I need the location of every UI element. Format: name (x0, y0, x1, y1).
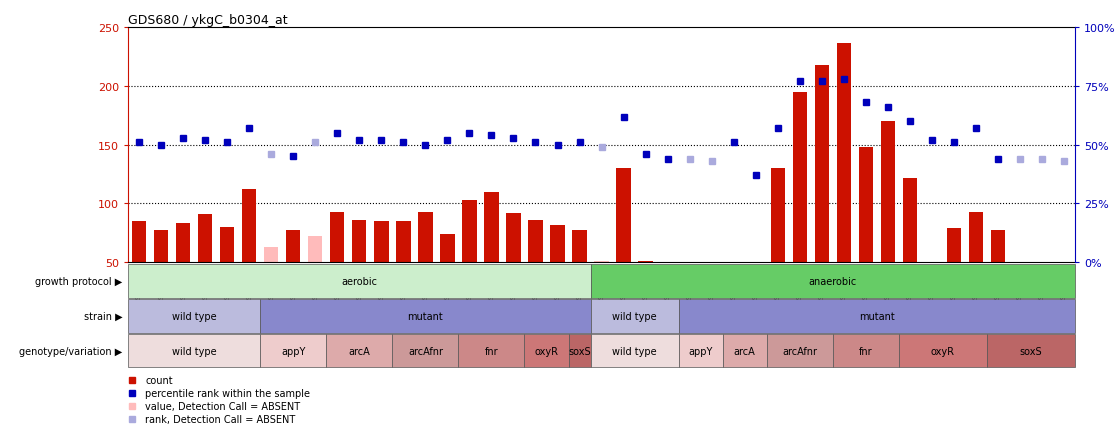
Bar (947, 229, 961, 263)
Text: aerobic: aerobic (341, 276, 378, 286)
Bar (485, 192, 499, 263)
Bar (573, 231, 587, 263)
Text: mutant: mutant (859, 311, 895, 321)
Bar (221, 227, 234, 263)
Bar (397, 221, 411, 263)
Bar (507, 214, 520, 263)
Bar (198, 214, 213, 263)
Bar (590, 334, 678, 368)
Bar (814, 66, 829, 263)
Bar (859, 148, 873, 263)
Bar (286, 231, 301, 263)
Text: arcAfnr: arcAfnr (782, 346, 818, 356)
Bar (264, 247, 278, 263)
Text: wild type: wild type (613, 311, 657, 321)
Bar (528, 220, 543, 263)
Text: fnr: fnr (859, 346, 872, 356)
Bar (242, 190, 256, 263)
Text: rank, Detection Call = ABSENT: rank, Detection Call = ABSENT (145, 414, 295, 424)
Bar (837, 43, 851, 263)
Text: GDS680 / ykgC_b0304_at: GDS680 / ykgC_b0304_at (128, 14, 287, 27)
Bar (678, 299, 1075, 333)
Text: oxyR: oxyR (931, 346, 955, 356)
Bar (392, 334, 459, 368)
Bar (261, 299, 590, 333)
Text: count: count (145, 375, 173, 385)
Bar (326, 334, 392, 368)
Bar (969, 212, 983, 263)
Bar (459, 334, 525, 368)
Bar (881, 122, 895, 263)
Bar (616, 169, 631, 263)
Text: value, Detection Call = ABSENT: value, Detection Call = ABSENT (145, 401, 301, 411)
Text: strain ▶: strain ▶ (84, 311, 123, 321)
Bar (462, 201, 477, 263)
Bar (590, 265, 1075, 298)
Bar (131, 221, 146, 263)
Bar (550, 225, 565, 263)
Bar (154, 231, 168, 263)
Text: arcA: arcA (734, 346, 755, 356)
Text: wild type: wild type (172, 311, 216, 321)
Text: genotype/variation ▶: genotype/variation ▶ (19, 346, 123, 356)
Bar (352, 220, 367, 263)
Text: fnr: fnr (485, 346, 498, 356)
Text: appY: appY (688, 346, 713, 356)
Text: anaerobic: anaerobic (809, 276, 857, 286)
Text: arcA: arcA (349, 346, 370, 356)
Bar (595, 261, 608, 263)
Text: appY: appY (281, 346, 305, 356)
Text: soxS: soxS (568, 346, 590, 356)
Text: oxyR: oxyR (535, 346, 558, 356)
Text: wild type: wild type (172, 346, 216, 356)
Bar (899, 334, 987, 368)
Bar (990, 231, 1005, 263)
Bar (525, 334, 568, 368)
Bar (309, 237, 322, 263)
Bar (261, 334, 326, 368)
Bar (128, 299, 261, 333)
Text: soxS: soxS (1019, 346, 1043, 356)
Bar (723, 334, 766, 368)
Bar (176, 224, 190, 263)
Bar (418, 212, 432, 263)
Bar (766, 334, 833, 368)
Bar (771, 169, 785, 263)
Bar (330, 212, 344, 263)
Text: mutant: mutant (408, 311, 443, 321)
Bar (128, 334, 261, 368)
Bar (440, 234, 455, 263)
Text: growth protocol ▶: growth protocol ▶ (36, 276, 123, 286)
Bar (374, 221, 389, 263)
Bar (792, 93, 807, 263)
Bar (568, 334, 590, 368)
Bar (902, 178, 917, 263)
Bar (678, 334, 723, 368)
Text: arcAfnr: arcAfnr (408, 346, 443, 356)
Bar (987, 334, 1075, 368)
Text: wild type: wild type (613, 346, 657, 356)
Text: percentile rank within the sample: percentile rank within the sample (145, 388, 310, 398)
Bar (128, 265, 590, 298)
Bar (638, 261, 653, 263)
Bar (590, 299, 678, 333)
Bar (833, 334, 899, 368)
